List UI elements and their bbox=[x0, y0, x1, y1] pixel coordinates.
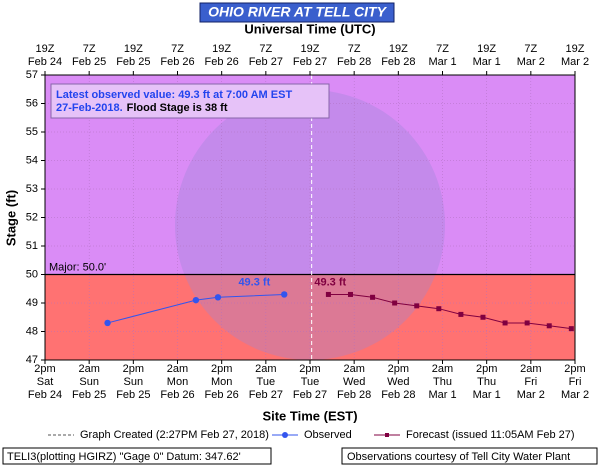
y-axis-title: Stage (ft) bbox=[3, 190, 18, 246]
x-tick-label: 2am Thu Mar 1 bbox=[428, 363, 457, 401]
x-tick-label: 2am Wed Feb 28 bbox=[337, 363, 372, 401]
annotation: 27-Feb-2018. bbox=[56, 102, 123, 114]
x2-tick-label: 7Z Feb 27 bbox=[248, 43, 283, 68]
x-tick-label: 2pm Thu Mar 1 bbox=[472, 363, 501, 401]
marker bbox=[568, 326, 574, 332]
marker bbox=[192, 296, 200, 304]
legend-label: Graph Created (2:27PM Feb 27, 2018) bbox=[80, 429, 269, 441]
x-tick-label: 2pm Sat Feb 24 bbox=[27, 363, 63, 401]
legend-label: Observed bbox=[304, 429, 352, 441]
x-tick-label: 2am Sun Feb 25 bbox=[72, 363, 107, 401]
y-tick-label: 56 bbox=[26, 97, 38, 109]
footer-box bbox=[2, 447, 272, 465]
legend-label: Forecast (issued 11:05AM Feb 27) bbox=[406, 429, 575, 441]
y-tick-label: 57 bbox=[26, 69, 38, 81]
x2-tick-label: 19Z Mar 2 bbox=[560, 43, 590, 68]
legend-marker bbox=[282, 432, 288, 438]
x-tick-label: 2am Tue Feb 27 bbox=[248, 363, 283, 401]
x2-tick-label: 19Z Feb 28 bbox=[381, 43, 416, 68]
y-tick-label: 48 bbox=[26, 325, 38, 337]
x2-tick-label: 7Z Feb 28 bbox=[337, 43, 372, 68]
annotation: Latest observed value: 49.3 ft at 7:00 A… bbox=[56, 89, 292, 101]
x-axis-title: Site Time (EST) bbox=[262, 408, 357, 423]
x2-tick-label: 19Z Feb 27 bbox=[292, 43, 328, 68]
title-box bbox=[199, 2, 395, 23]
plot-frame bbox=[44, 74, 576, 361]
x-tick-label: 2pm Sun Feb 25 bbox=[116, 363, 151, 401]
x-tick-label: 2pm Fri Mar 2 bbox=[560, 363, 590, 401]
series-line bbox=[328, 293, 572, 330]
annotation: Flood Stage is 38 ft bbox=[127, 102, 228, 114]
chart-title: OHIO RIVER AT TELL CITY bbox=[208, 4, 388, 20]
threshold-label: Major: 50.0' bbox=[49, 261, 106, 273]
annotation-box bbox=[50, 83, 330, 119]
x-tick-label: 2am Fri Mar 2 bbox=[516, 363, 545, 401]
marker bbox=[524, 320, 530, 326]
x2-tick-label: 19Z Mar 1 bbox=[472, 43, 501, 68]
x-tick-label: 2pm Wed Feb 28 bbox=[381, 363, 416, 401]
marker bbox=[546, 323, 552, 329]
y-tick-label: 53 bbox=[26, 183, 38, 195]
x-tick-label: 2pm Mon Feb 26 bbox=[204, 363, 239, 401]
x2-tick-label: 19Z Feb 24 bbox=[27, 43, 63, 68]
footer-left: TELI3(plotting HGIRZ) "Gage 0" Datum: 34… bbox=[7, 451, 241, 463]
y-tick-label: 55 bbox=[26, 126, 38, 138]
marker bbox=[281, 291, 288, 298]
x-tick-label: 2pm Tue Feb 27 bbox=[292, 363, 328, 401]
marker bbox=[370, 294, 376, 300]
data-label: 49.3 ft bbox=[314, 276, 346, 288]
annotation: 27-Feb-2018. Flood Stage is 38 ft bbox=[56, 102, 228, 114]
marker bbox=[347, 291, 353, 297]
marker bbox=[458, 311, 464, 317]
marker bbox=[502, 320, 508, 326]
y-tick-label: 52 bbox=[26, 211, 38, 223]
marker bbox=[392, 300, 398, 306]
marker bbox=[325, 291, 331, 297]
y-tick-label: 49 bbox=[26, 297, 38, 309]
x2-tick-label: 7Z Feb 26 bbox=[160, 43, 195, 68]
marker bbox=[414, 303, 420, 309]
x2-tick-label: 7Z Feb 25 bbox=[72, 43, 107, 68]
marker bbox=[104, 319, 111, 327]
series-line bbox=[107, 293, 285, 324]
y-tick-label: 51 bbox=[26, 240, 38, 252]
data-label: 49.3 ft bbox=[238, 276, 270, 288]
marker bbox=[214, 294, 222, 301]
y-tick-label: 47 bbox=[26, 354, 38, 366]
x2-tick-label: 19Z Feb 25 bbox=[116, 43, 151, 68]
legend-marker bbox=[385, 433, 389, 437]
x2-tick-label: 19Z Feb 26 bbox=[204, 43, 239, 68]
footer-right: Observations courtesy of Tell City Water… bbox=[347, 451, 570, 463]
footer-box bbox=[341, 447, 598, 465]
x-tick-label: 2am Mon Feb 26 bbox=[160, 363, 195, 401]
x2-axis-title: Universal Time (UTC) bbox=[244, 21, 375, 36]
marker bbox=[436, 306, 442, 312]
x2-tick-label: 7Z Mar 2 bbox=[516, 43, 545, 68]
marker bbox=[480, 314, 486, 320]
x2-tick-label: 7Z Mar 1 bbox=[428, 43, 457, 68]
y-tick-label: 54 bbox=[26, 154, 38, 166]
y-tick-label: 50 bbox=[26, 268, 38, 280]
